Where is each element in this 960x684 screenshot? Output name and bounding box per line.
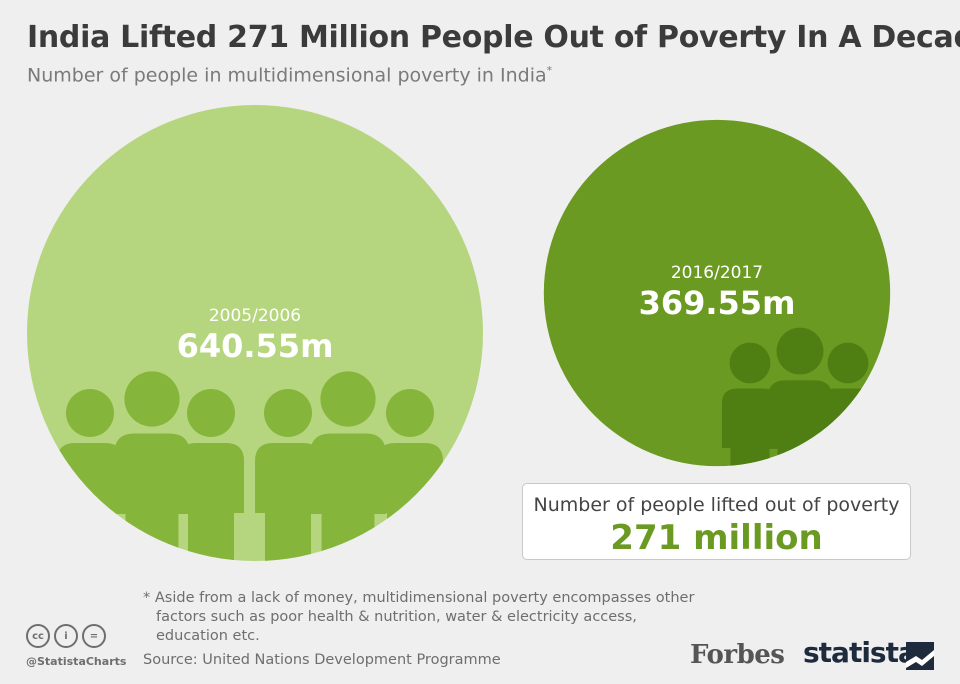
attribution-icon: i <box>54 624 78 648</box>
person-body <box>377 443 443 561</box>
lifted-out-callout: Number of people lifted out of poverty 2… <box>522 483 911 560</box>
no-derivatives-icon: = <box>82 624 106 648</box>
cc-icon: cc <box>26 624 50 648</box>
footnote: * Aside from a lack of money, multidimen… <box>143 590 695 644</box>
person-head <box>729 342 771 384</box>
person-body <box>255 443 321 561</box>
statista-handle[interactable]: @StatistaCharts <box>26 655 127 668</box>
subtitle-text: Number of people in multidimensional pov… <box>27 64 547 87</box>
subtitle-footnote-mark: * <box>546 64 553 77</box>
person-body <box>114 433 190 561</box>
statista-logo: statista <box>803 636 917 669</box>
person-body <box>310 433 386 561</box>
chart-title: India Lifted 271 Million People Out of P… <box>27 20 960 55</box>
bubble-value-label: 369.55m <box>639 284 796 322</box>
callout-label: Number of people lifted out of poverty <box>533 494 900 516</box>
source-line: Source: United Nations Development Progr… <box>143 652 501 668</box>
chart-subtitle: Number of people in multidimensional pov… <box>27 64 552 86</box>
forbes-logo: Forbes <box>690 640 785 670</box>
bubble-1 <box>543 119 891 467</box>
person-head <box>776 327 824 375</box>
bubble-category-label: 2016/2017 <box>671 263 763 283</box>
statista-mark-shape <box>906 650 934 668</box>
person-head <box>66 389 114 437</box>
person-head <box>187 389 235 437</box>
bubble-category-label: 2005/2006 <box>209 306 301 326</box>
person-head <box>386 389 434 437</box>
statista-mark-icon <box>906 642 934 670</box>
person-body <box>178 443 244 561</box>
person-body <box>721 388 779 467</box>
person-body <box>57 443 123 561</box>
bubble-value-label: 640.55m <box>177 327 334 365</box>
person-head <box>320 371 376 427</box>
license-icons: cc i = <box>26 624 106 648</box>
person-head <box>124 371 180 427</box>
person-head <box>827 342 869 384</box>
person-head <box>264 389 312 437</box>
callout-value: 271 million <box>610 518 823 558</box>
